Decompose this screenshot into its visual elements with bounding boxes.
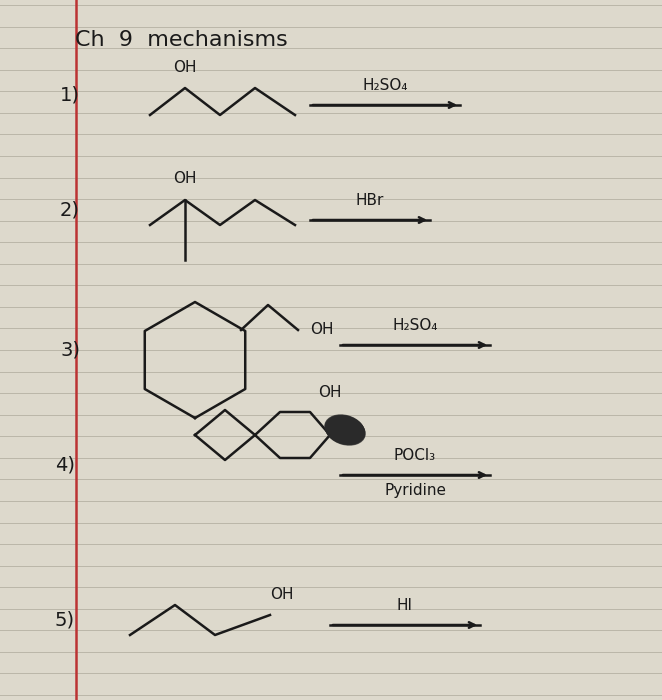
Ellipse shape xyxy=(325,416,364,444)
Text: Pyridine: Pyridine xyxy=(384,483,446,498)
Text: HI: HI xyxy=(397,598,413,613)
Text: OH: OH xyxy=(173,60,197,75)
Text: 1): 1) xyxy=(60,85,80,104)
Ellipse shape xyxy=(326,417,365,445)
Text: OH: OH xyxy=(318,385,342,400)
Text: H₂SO₄: H₂SO₄ xyxy=(362,78,408,93)
Text: OH: OH xyxy=(310,323,334,337)
Text: 3): 3) xyxy=(60,340,80,360)
Text: OH: OH xyxy=(270,587,293,602)
Text: Ch  9  mechanisms: Ch 9 mechanisms xyxy=(75,30,288,50)
Ellipse shape xyxy=(326,416,365,444)
Text: OH: OH xyxy=(173,171,197,186)
Ellipse shape xyxy=(326,416,365,444)
Text: HBr: HBr xyxy=(355,193,384,208)
Ellipse shape xyxy=(325,415,364,443)
Text: 5): 5) xyxy=(55,610,75,629)
Text: POCl₃: POCl₃ xyxy=(394,448,436,463)
Text: 4): 4) xyxy=(55,456,75,475)
Text: 2): 2) xyxy=(60,200,80,220)
Text: H₂SO₄: H₂SO₄ xyxy=(393,318,438,333)
